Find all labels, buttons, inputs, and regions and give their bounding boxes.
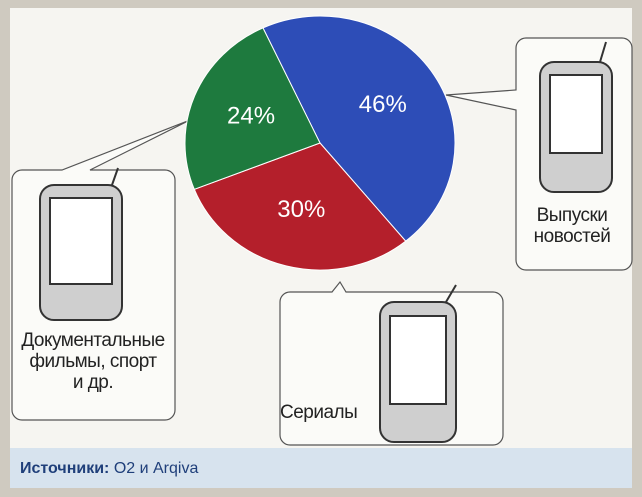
phone-icons [39, 41, 613, 443]
source-strip [10, 448, 632, 488]
category-label: Документальные фильмы, спорт и др. [21, 330, 165, 393]
source-label: Источники: [20, 460, 110, 477]
category-label: Выпуски новостей [533, 205, 611, 247]
value-label: 24% [227, 102, 275, 129]
value-label: 30% [277, 196, 325, 223]
value-label: 46% [359, 91, 407, 118]
source-text: O2 и Arqiva [113, 460, 199, 477]
pie-slice [262, 15, 456, 242]
source: Источники: O2 и Arqiva [20, 460, 198, 478]
pie-slice [193, 142, 407, 271]
pie-slice [184, 27, 321, 190]
category-label: Сериалы [280, 402, 358, 423]
